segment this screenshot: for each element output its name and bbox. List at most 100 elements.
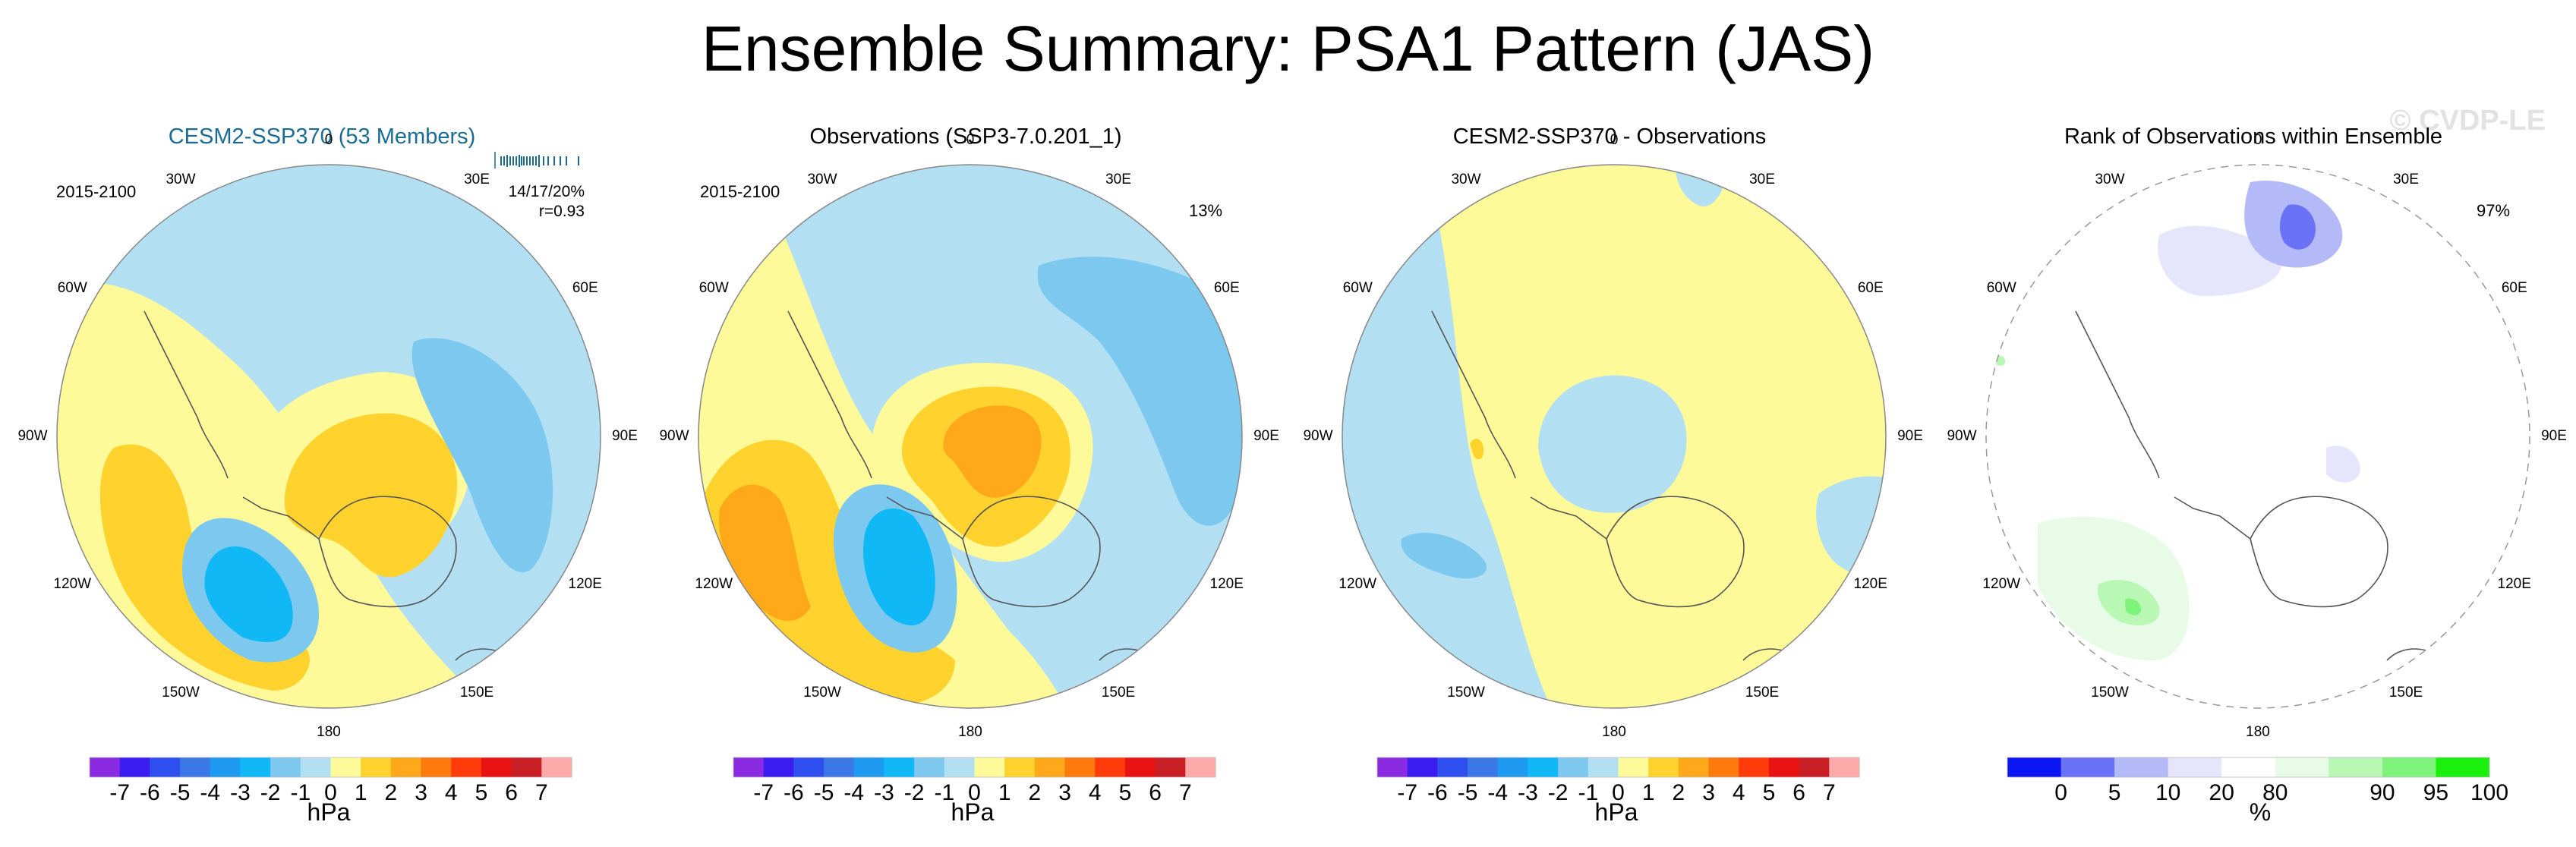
lon-label: 30W bbox=[2095, 172, 2125, 188]
colorbar-swatch bbox=[2328, 757, 2383, 777]
colorbar-tick: 0 bbox=[1612, 780, 1625, 805]
lon-label: 150W bbox=[1447, 684, 1485, 701]
colorbar-tick: 1 bbox=[354, 780, 367, 805]
colorbar-swatch bbox=[210, 757, 241, 777]
panel-observations: Observations (SSP3-7.0.201_1) 2015-2100 … bbox=[644, 114, 1288, 847]
colorbar-tick: 7 bbox=[1178, 780, 1192, 805]
lon-label: 30E bbox=[2393, 172, 2419, 188]
colorbar-tick: -6 bbox=[140, 780, 160, 805]
lon-label: 0 bbox=[1610, 132, 1619, 148]
contour-positive-orange-a bbox=[284, 413, 458, 578]
colorbar-swatch bbox=[2007, 757, 2062, 777]
rank-low-3 bbox=[2279, 204, 2316, 250]
lon-label: 90W bbox=[659, 428, 689, 444]
colorbar-tick: 10 bbox=[2155, 780, 2181, 805]
lon-label: 150W bbox=[162, 684, 200, 701]
colorbar-tick: -1 bbox=[1578, 780, 1599, 805]
contour-negative-center-2 bbox=[204, 546, 293, 642]
colorbar-tick: 3 bbox=[1702, 780, 1715, 805]
colorbar-frame bbox=[1376, 757, 1860, 778]
lon-label: 30W bbox=[807, 172, 837, 188]
colorbar-tick: 2 bbox=[384, 780, 398, 805]
colorbar-tick: 3 bbox=[1058, 780, 1071, 805]
colorbar-tick: 4 bbox=[444, 780, 458, 805]
colorbar-frame bbox=[89, 757, 572, 778]
lon-label: 90W bbox=[1947, 428, 1977, 444]
colorbar-swatch bbox=[2168, 757, 2222, 777]
colorbar-tick: -1 bbox=[290, 780, 311, 805]
colorbar-swatch bbox=[1648, 757, 1679, 777]
lon-label: 180 bbox=[1602, 724, 1626, 740]
colorbar-swatch bbox=[361, 757, 392, 777]
colorbar bbox=[89, 757, 572, 778]
colorbar-swatch bbox=[1155, 757, 1186, 777]
contour-negative-center-2 bbox=[863, 509, 935, 625]
percent-label: 13% bbox=[1189, 201, 1223, 220]
colorbar-swatch bbox=[1739, 757, 1770, 777]
colorbar-tick: 7 bbox=[1822, 780, 1836, 805]
panel-title: Observations (SSP3-7.0.201_1) bbox=[809, 124, 1122, 149]
panel-difference: CESM2-SSP370 - Observations 0 30E 60E 90E 12… bbox=[1288, 114, 1931, 847]
colorbar-swatch bbox=[2060, 757, 2115, 777]
map-difference bbox=[1342, 164, 1887, 709]
colorbar-swatch bbox=[1528, 757, 1559, 777]
colorbar-tick: -7 bbox=[1397, 780, 1418, 805]
colorbar-unit: hPa bbox=[307, 798, 351, 826]
lon-label: 60W bbox=[1342, 280, 1373, 296]
lon-label: 0 bbox=[324, 132, 333, 148]
colorbar-unit: % bbox=[2249, 798, 2272, 826]
colorbar-swatch bbox=[1095, 757, 1126, 777]
colorbar-swatch bbox=[1407, 757, 1438, 777]
colorbar-swatch bbox=[1829, 757, 1860, 777]
colorbar-tick: -2 bbox=[903, 780, 925, 805]
colorbar-tick: -5 bbox=[813, 780, 834, 805]
pattern-correlation: r=0.93 bbox=[538, 203, 585, 220]
colorbar-swatch bbox=[421, 757, 452, 777]
colorbar-tick: 6 bbox=[505, 780, 518, 805]
watermark: © CVDP-LE bbox=[2389, 105, 2546, 137]
colorbar-tick: 0 bbox=[968, 780, 981, 805]
colorbar-tick: 4 bbox=[1088, 780, 1102, 805]
colorbar-swatch bbox=[944, 757, 975, 777]
lon-label: 60W bbox=[1986, 280, 2016, 296]
lon-label: 150W bbox=[2091, 684, 2129, 701]
colorbar-swatch bbox=[451, 757, 482, 777]
colorbar-tick: -6 bbox=[784, 780, 804, 805]
lon-label: 90E bbox=[1253, 428, 1279, 444]
colorbar-tick: 0 bbox=[324, 780, 337, 805]
page-title: Ensemble Summary: PSA1 Pattern (JAS) bbox=[701, 13, 1875, 84]
lon-label: 180 bbox=[317, 724, 341, 740]
colorbar-swatch bbox=[2114, 757, 2169, 777]
map-boundary bbox=[56, 164, 601, 709]
stats-block: 14/17/20% r=0.93 bbox=[486, 182, 585, 222]
colorbar-tick: 3 bbox=[415, 780, 427, 805]
lon-label: 0 bbox=[966, 132, 975, 148]
contour-darkorange-pole bbox=[943, 405, 1042, 498]
colorbar-unit: hPa bbox=[1594, 798, 1638, 826]
colorbar-tick: -6 bbox=[1427, 780, 1448, 805]
colorbar-swatch bbox=[1497, 757, 1528, 777]
colorbar-tick: 1 bbox=[998, 780, 1011, 805]
map-model bbox=[56, 164, 601, 709]
colorbar-swatch bbox=[390, 757, 422, 777]
panel-title: CESM2-SSP370 - Observations bbox=[1452, 124, 1767, 149]
lon-label: 30W bbox=[1451, 172, 1481, 188]
colorbar-swatch bbox=[1437, 757, 1468, 777]
lon-label: 30E bbox=[1749, 172, 1775, 188]
colorbar-swatch bbox=[119, 757, 150, 777]
colorbar-tick: 5 bbox=[1118, 780, 1132, 805]
map-boundary bbox=[698, 164, 1243, 709]
colorbar-swatch bbox=[541, 757, 572, 777]
lon-label: 150E bbox=[1745, 684, 1780, 701]
colorbar-swatch bbox=[1618, 757, 1649, 777]
lon-label: 60E bbox=[2501, 280, 2527, 296]
colorbar-swatch bbox=[90, 757, 121, 777]
lon-label: 0 bbox=[2253, 132, 2262, 148]
contour-yellow-spot bbox=[1470, 439, 1484, 460]
lon-label: 120W bbox=[1982, 576, 2021, 592]
colorbar-tick: -4 bbox=[200, 780, 221, 805]
lon-label: 60W bbox=[698, 280, 729, 296]
colorbar-swatch bbox=[1377, 757, 1408, 777]
contour-negative-pole bbox=[1538, 375, 1687, 513]
lon-label: 30E bbox=[464, 172, 490, 188]
